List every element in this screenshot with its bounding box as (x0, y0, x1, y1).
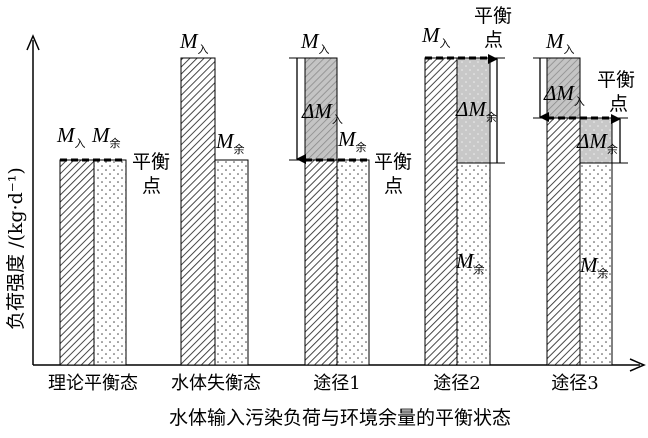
category-label: 水体失衡态 (171, 373, 261, 394)
balance-point-label: 点 (142, 175, 161, 197)
bar-remaining-capacity (93, 159, 127, 366)
bar-remaining-capacity (456, 162, 491, 366)
balance-point-label: 平衡 (132, 151, 170, 173)
label-delta-m-in: ΔM入 (543, 81, 585, 108)
bar-input-load (424, 57, 458, 366)
y-axis-label: 负荷强度 /(kg·d⁻¹) (5, 167, 27, 330)
bar-input-load (546, 117, 581, 366)
label-m-rem: M余 (337, 127, 367, 154)
category-label: 理论平衡态 (48, 373, 138, 394)
bar-remaining-capacity (214, 159, 249, 366)
group-imbalance: M入 M余 (179, 29, 249, 366)
label-delta-m-rem: ΔM余 (576, 129, 618, 156)
balance-point-label: 平衡 (597, 69, 635, 91)
category-label: 途径2 (433, 373, 480, 394)
label-m-in: M入 (545, 29, 575, 56)
bar-remaining-capacity (336, 159, 370, 366)
bar-input-load (59, 159, 95, 366)
balance-point-label: 点 (384, 175, 403, 197)
label-m-rem: M余 (215, 129, 245, 156)
label-m-in: M入 (56, 123, 86, 150)
group-theoretical-balance: M入 M余 平衡 点 (56, 123, 170, 366)
group-path-3: M入 ΔM入 平衡 点 ΔM余 M余 (533, 29, 635, 366)
category-label: 途径3 (551, 373, 598, 394)
x-axis-label: 水体输入污染负荷与环境余量的平衡状态 (169, 407, 511, 429)
group-path-1: M入 ΔM入 M余 平衡 点 (289, 29, 412, 366)
bar-delta-input (304, 57, 338, 161)
bar-remaining-capacity (579, 162, 613, 366)
y-axis-arrow-icon (26, 34, 40, 51)
balance-point-label: 平衡 (474, 5, 512, 27)
bar-delta-input (546, 57, 581, 119)
group-path-2: M入 平衡 点 ΔM余 M余 (421, 5, 512, 366)
label-m-rem: M余 (91, 123, 121, 150)
balance-point-label: 点 (609, 93, 628, 115)
label-delta-m-rem: ΔM余 (455, 97, 497, 124)
bar-input-load (304, 159, 338, 366)
label-m-rem: M余 (455, 249, 485, 276)
label-m-in: M入 (300, 29, 330, 56)
x-axis-arrow-icon (629, 358, 646, 372)
label-m-in: M入 (421, 23, 451, 50)
label-delta-m-in: ΔM入 (301, 99, 343, 126)
label-m-rem: M余 (579, 253, 609, 280)
balance-point-label: 点 (484, 29, 503, 51)
bar-input-load (180, 57, 216, 366)
category-label: 途径1 (313, 373, 360, 394)
balance-point-label: 平衡 (374, 151, 412, 173)
label-m-in: M入 (179, 29, 209, 56)
